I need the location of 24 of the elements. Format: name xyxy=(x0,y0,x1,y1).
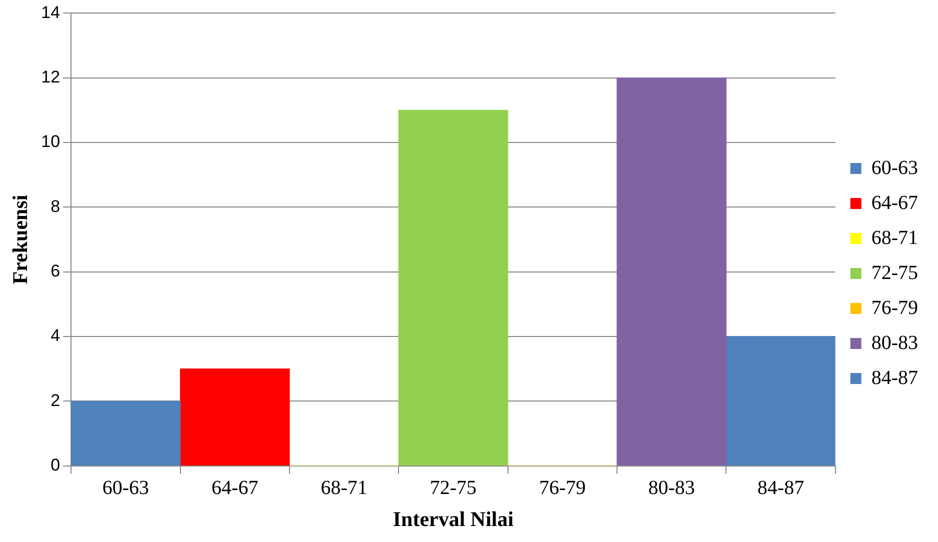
x-tick-label: 64-67 xyxy=(212,477,258,500)
legend-label: 60-63 xyxy=(871,156,918,179)
y-tick-label: 12 xyxy=(41,68,60,87)
y-tick-label: 2 xyxy=(50,390,60,410)
x-tick-label: 60-63 xyxy=(102,477,150,500)
y-tick-label: 4 xyxy=(50,326,60,346)
legend-label: 64-67 xyxy=(871,192,918,214)
legend-label: 68-71 xyxy=(871,226,918,249)
x-tick-label: 76-79 xyxy=(539,477,586,500)
y-tick-label: 6 xyxy=(50,262,60,281)
x-tick-label: 72-75 xyxy=(430,477,477,500)
legend-label: 84-87 xyxy=(871,366,918,389)
x-tick-label: 84-87 xyxy=(757,477,804,500)
legend-label: 76-79 xyxy=(871,296,918,319)
x-tick-label: 80-83 xyxy=(648,477,695,500)
legend-label: 80-83 xyxy=(871,332,918,354)
legend-label: 72-75 xyxy=(871,262,918,284)
y-tick-label: 8 xyxy=(50,196,60,216)
y-tick-label: 0 xyxy=(50,455,60,474)
y-tick-label: 10 xyxy=(41,132,60,152)
y-tick-label: 14 xyxy=(41,2,60,22)
x-axis-title: Interval Nilai xyxy=(392,506,514,531)
x-tick-label: 68-71 xyxy=(320,477,368,500)
y-axis-title: Frekuensi xyxy=(8,194,32,284)
